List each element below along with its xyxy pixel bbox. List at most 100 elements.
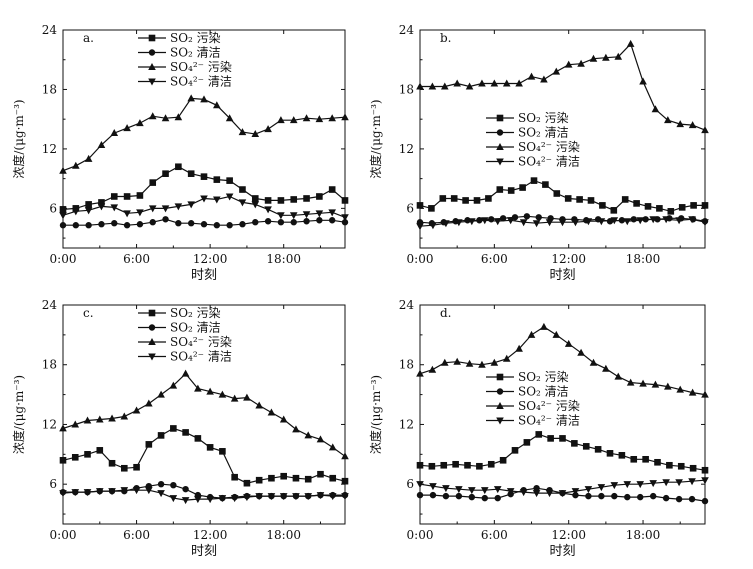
series-triangle-up xyxy=(59,369,349,460)
data-point xyxy=(502,354,511,362)
x-tick-label: 6:00 xyxy=(481,528,508,542)
data-point xyxy=(341,477,349,485)
legend-label: SO₂ 污染 xyxy=(518,369,569,384)
data-point xyxy=(701,497,709,505)
data-point xyxy=(688,121,697,129)
data-point xyxy=(606,218,614,225)
y-tick-label: 6 xyxy=(49,477,57,491)
data-point xyxy=(169,495,178,503)
data-point xyxy=(416,491,424,499)
data-point xyxy=(123,193,131,200)
data-point xyxy=(542,181,549,188)
series-circle xyxy=(59,216,349,229)
data-point xyxy=(289,212,298,220)
data-point xyxy=(606,450,614,457)
data-point xyxy=(230,394,239,402)
data-point xyxy=(315,210,324,218)
data-point xyxy=(428,82,437,90)
legend-label: SO₂ 清洁 xyxy=(518,385,569,399)
data-point xyxy=(493,486,502,494)
data-point xyxy=(468,487,476,495)
data-point xyxy=(157,390,165,398)
data-point xyxy=(416,481,424,489)
y-axis-label: 浓度/(μg·m⁻³) xyxy=(11,99,26,178)
data-point xyxy=(540,75,548,83)
data-point xyxy=(597,218,606,226)
data-point xyxy=(442,492,450,500)
data-point xyxy=(455,219,463,227)
data-point xyxy=(599,202,606,209)
data-point xyxy=(71,489,80,497)
data-point xyxy=(175,163,182,171)
data-point xyxy=(161,114,170,122)
data-point xyxy=(145,487,153,495)
x-tick-label: 0:00 xyxy=(407,528,434,542)
data-point xyxy=(72,208,80,216)
data-point xyxy=(584,218,593,226)
legend-label: SO₂ 污染 xyxy=(170,30,221,45)
data-point xyxy=(328,493,337,501)
data-point xyxy=(476,462,483,470)
data-point xyxy=(639,379,647,387)
data-point xyxy=(462,197,469,204)
data-point xyxy=(255,493,263,501)
legend-label: SO₂ 清洁 xyxy=(518,126,569,140)
x-tick-label: 18:00 xyxy=(266,252,301,266)
data-point xyxy=(157,480,165,488)
data-point xyxy=(231,473,238,481)
data-point xyxy=(123,210,131,218)
data-point xyxy=(530,177,538,184)
data-point xyxy=(455,486,463,494)
data-point xyxy=(535,431,543,438)
legend-label: SO₄²⁻ 清洁 xyxy=(170,350,232,364)
data-point xyxy=(587,197,595,204)
data-point xyxy=(182,429,189,436)
data-point xyxy=(473,197,481,204)
data-point xyxy=(623,481,632,489)
data-point xyxy=(187,220,195,227)
chart-panel-2: 6 12 18 24 0:00 6:00 12:00 18:00 时刻 浓度/(μg·m⁻³) b.… xyxy=(368,23,709,283)
data-point xyxy=(169,381,178,389)
data-point xyxy=(315,115,324,123)
data-point xyxy=(440,358,449,366)
data-point xyxy=(328,217,336,224)
legend-marker xyxy=(496,417,504,425)
data-point xyxy=(170,481,177,489)
data-point xyxy=(226,222,233,229)
y-tick-label: 18 xyxy=(399,82,414,96)
data-point xyxy=(664,382,672,390)
data-point xyxy=(597,484,606,492)
data-point xyxy=(132,406,141,414)
data-point xyxy=(642,216,649,223)
data-point xyxy=(304,431,313,439)
data-point xyxy=(121,464,128,472)
data-point xyxy=(290,196,298,203)
data-point xyxy=(84,451,91,458)
data-point xyxy=(302,114,311,122)
data-point xyxy=(277,212,285,220)
data-point xyxy=(533,484,540,492)
data-point xyxy=(136,221,144,228)
data-point xyxy=(162,170,169,177)
data-point xyxy=(277,219,285,226)
data-point xyxy=(200,95,208,103)
data-point xyxy=(493,218,502,226)
data-point xyxy=(148,112,157,120)
data-point xyxy=(161,205,170,213)
data-point xyxy=(238,128,247,136)
data-point xyxy=(621,196,629,203)
data-point xyxy=(238,199,247,207)
series-square xyxy=(59,163,349,213)
data-point xyxy=(213,222,221,229)
data-point xyxy=(206,444,214,451)
legend-label: SO₄²⁻ 清洁 xyxy=(518,414,580,428)
data-point xyxy=(95,415,104,423)
data-point xyxy=(213,196,221,204)
legend-marker xyxy=(148,63,156,70)
series-square xyxy=(416,177,709,215)
data-point xyxy=(110,129,119,137)
data-point xyxy=(623,218,632,226)
data-point xyxy=(149,179,157,186)
chart-panel-3: 6 12 18 24 0:00 6:00 12:00 18:00 时刻 浓度/(μg·m⁻³) c.… xyxy=(11,298,349,559)
data-point xyxy=(218,495,227,503)
